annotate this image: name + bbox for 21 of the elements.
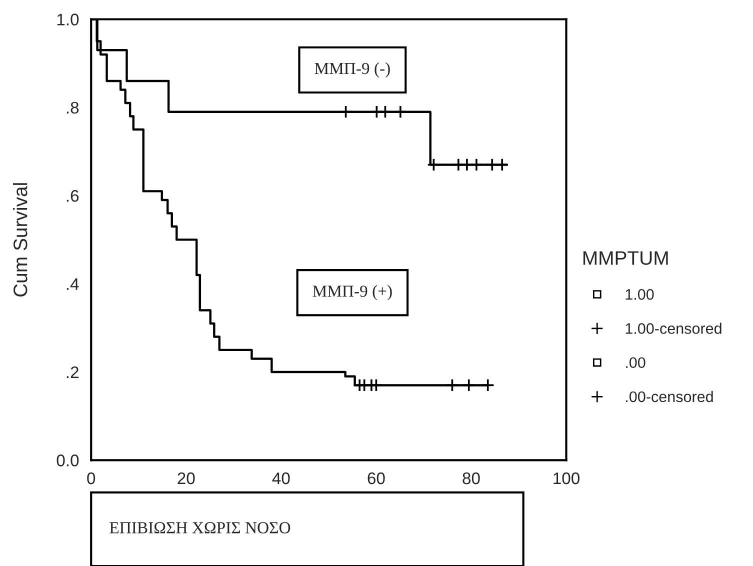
y-axis-title: Cum Survival — [13, 183, 28, 297]
annotation: ΜΜΠ-9 (+) — [312, 285, 392, 300]
y-tick-label: 0.0 — [56, 454, 79, 466]
x-axis-title: ΕΠΙΒΙΩΣΗ ΧΩΡΙΣ ΝΟΣΟ — [110, 522, 290, 534]
x-tick-label: 40 — [272, 472, 290, 484]
legend-label: .00 — [626, 357, 646, 368]
x-tick-label: 100 — [554, 472, 580, 484]
x-tick-label: 60 — [368, 472, 385, 484]
annotation: ΜΜΠ-9 (-) — [314, 62, 390, 78]
x-tick-label: 20 — [178, 472, 195, 484]
legend-title: MMPTUM — [583, 251, 668, 265]
y-tick-label: .8 — [66, 102, 79, 114]
x-tick-label: 0 — [87, 472, 96, 484]
legend-label: 1.00-censored — [626, 322, 722, 334]
y-tick-label: .6 — [66, 190, 79, 202]
legend-label: .00-censored — [626, 390, 713, 402]
y-tick-label: .2 — [66, 366, 78, 378]
x-tick-label: 80 — [462, 472, 480, 484]
legend-label: 1.00 — [626, 289, 654, 300]
y-tick-label: 1.0 — [57, 14, 79, 26]
y-tick-label: .4 — [66, 278, 79, 290]
